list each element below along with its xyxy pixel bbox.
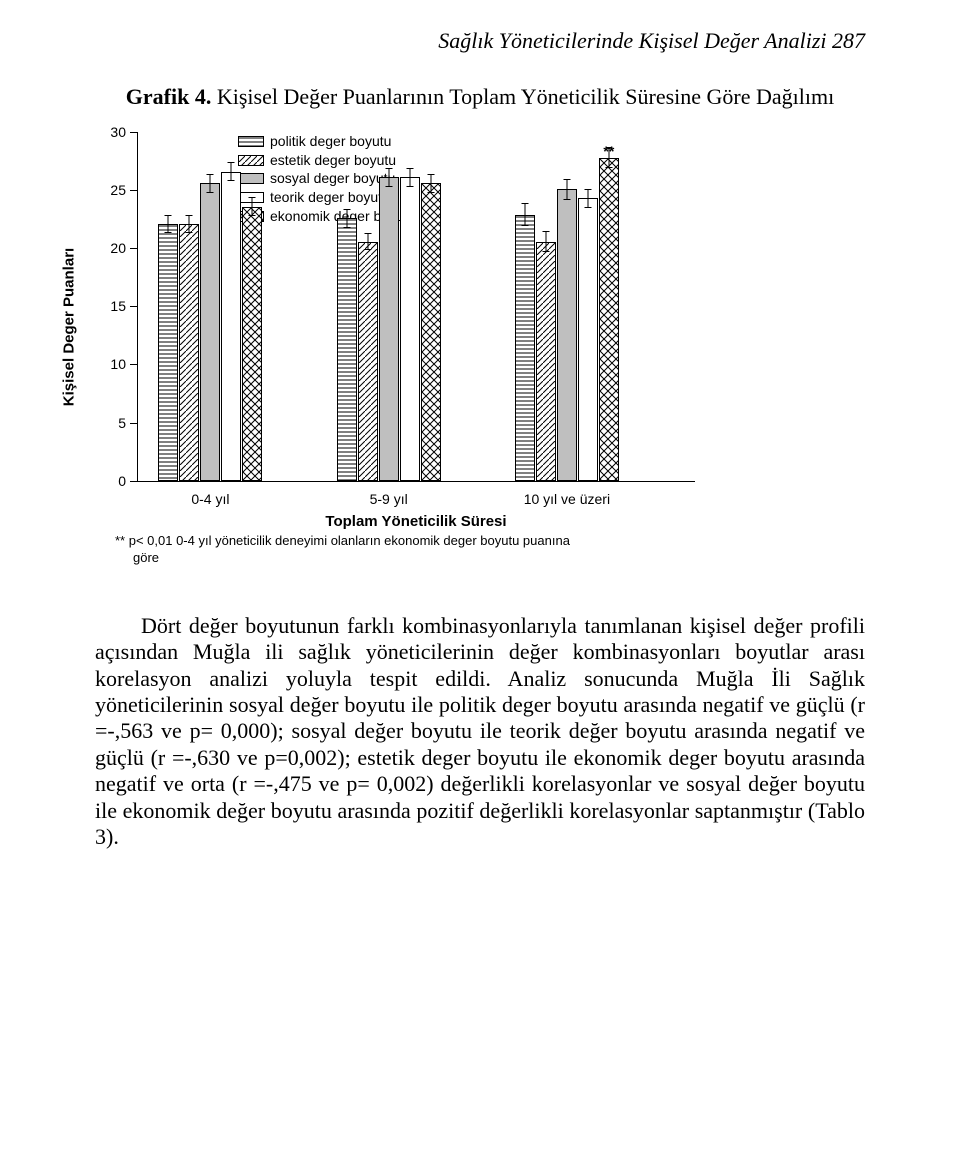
error-bar — [231, 162, 232, 181]
page-header: Sağlık Yöneticilerinde Kişisel Değer Ana… — [95, 28, 865, 54]
legend-label: politik deger boyutu — [270, 132, 391, 151]
bar-column — [421, 480, 441, 481]
bar-column — [536, 480, 556, 481]
y-tick — [130, 364, 138, 365]
bar — [158, 224, 178, 481]
y-tick-label: 15 — [98, 298, 126, 314]
bar-column — [242, 480, 262, 481]
error-bar — [189, 215, 190, 234]
error-bar — [545, 231, 546, 252]
annotation-star: ** — [603, 143, 614, 159]
x-tick-label: 5-9 yıl — [370, 491, 408, 507]
y-tick-label: 0 — [98, 473, 126, 489]
y-tick — [130, 423, 138, 424]
body-paragraph: Dört değer boyutunun farklı kombinasyonl… — [95, 613, 865, 851]
chart-footnote: ** p< 0,01 0-4 yıl yöneticilik deneyimi … — [115, 532, 695, 567]
bar — [578, 198, 598, 480]
error-bar — [346, 209, 347, 228]
bar-group — [158, 480, 262, 481]
legend-label: teorik deger boyutu — [270, 188, 390, 207]
legend-item: estetik deger boyutu — [238, 151, 416, 170]
error-bar — [430, 174, 431, 193]
bar-column — [337, 480, 357, 481]
bar — [221, 172, 241, 481]
bar — [536, 242, 556, 481]
error-bar — [367, 233, 368, 249]
bar-column — [158, 480, 178, 481]
bar-column — [200, 480, 220, 481]
error-bar — [252, 197, 253, 216]
bar-column — [515, 480, 535, 481]
y-tick-label: 5 — [98, 415, 126, 431]
y-tick-label: 25 — [98, 182, 126, 198]
legend-label: estetik deger boyutu — [270, 151, 396, 170]
y-tick-label: 10 — [98, 356, 126, 372]
footnote-line-2: göre — [133, 549, 695, 567]
x-axis-label: Toplam Yöneticilik Süresi — [137, 513, 695, 530]
bar-chart: Kişisel Deger Puanları politik deger boy… — [75, 132, 695, 567]
legend-swatch — [238, 155, 264, 166]
chart-title: Grafik 4. Kişisel Değer Puanlarının Topl… — [95, 82, 865, 112]
bar — [400, 177, 420, 480]
bar-group — [337, 480, 441, 481]
chart-title-text: Kişisel Değer Puanlarının Toplam Yönetic… — [217, 84, 834, 109]
error-bar — [524, 203, 525, 226]
bar-column — [400, 480, 420, 481]
bar-column — [379, 480, 399, 481]
x-tick-label: 0-4 yıl — [191, 491, 229, 507]
error-bar — [168, 215, 169, 234]
bar — [379, 177, 399, 480]
error-bar — [409, 168, 410, 187]
legend-swatch — [238, 173, 264, 184]
y-tick — [130, 481, 138, 482]
x-tick-label: 10 yıl ve üzeri — [524, 491, 610, 507]
bar-column — [578, 480, 598, 481]
chart-title-label: Grafik 4. — [126, 84, 217, 109]
bar — [421, 183, 441, 481]
error-bar — [210, 174, 211, 193]
bar — [557, 189, 577, 481]
legend-item: politik deger boyutu — [238, 132, 416, 151]
bar — [337, 218, 357, 481]
error-bar — [587, 189, 588, 208]
bar — [515, 215, 535, 481]
bar — [242, 207, 262, 481]
bar-column — [599, 480, 619, 481]
bar-column — [358, 480, 378, 481]
bar — [200, 183, 220, 481]
y-tick-label: 30 — [98, 124, 126, 140]
plot-area: politik deger boyutuestetik deger boyutu… — [137, 132, 695, 482]
y-tick — [130, 190, 138, 191]
legend-label: sosyal deger boyutu — [270, 169, 395, 188]
bar — [179, 224, 199, 481]
bar — [599, 158, 619, 481]
bar-column — [221, 480, 241, 481]
error-bar — [566, 179, 567, 200]
legend-swatch — [238, 136, 264, 147]
bar — [358, 242, 378, 481]
y-tick-label: 20 — [98, 240, 126, 256]
y-tick — [130, 306, 138, 307]
footnote-line-1: ** p< 0,01 0-4 yıl yöneticilik deneyimi … — [115, 532, 695, 550]
y-tick — [130, 132, 138, 133]
y-axis-label: Kişisel Deger Puanları — [61, 247, 78, 405]
bar-column — [179, 480, 199, 481]
error-bar — [388, 168, 389, 187]
bar-column — [557, 480, 577, 481]
bar-group — [515, 480, 619, 481]
y-tick — [130, 248, 138, 249]
